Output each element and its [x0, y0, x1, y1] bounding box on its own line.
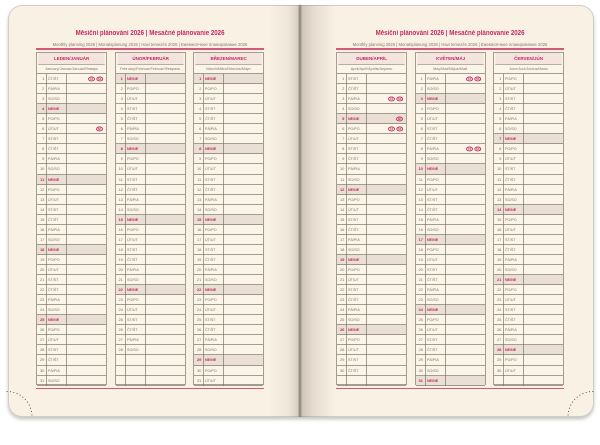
svg-text:SK: SK: [98, 127, 102, 131]
svg-text:SK: SK: [476, 76, 480, 80]
svg-text:CZ: CZ: [89, 76, 93, 80]
svg-text:SK: SK: [398, 127, 402, 131]
svg-text:SK: SK: [98, 76, 102, 80]
svg-text:SK: SK: [398, 97, 402, 101]
svg-text:CZ: CZ: [389, 127, 393, 131]
svg-text:SK: SK: [398, 117, 402, 121]
svg-text:CZ: CZ: [389, 97, 393, 101]
svg-text:CZ: CZ: [468, 76, 472, 80]
svg-text:SK: SK: [476, 147, 480, 151]
svg-text:CZ: CZ: [468, 147, 472, 151]
